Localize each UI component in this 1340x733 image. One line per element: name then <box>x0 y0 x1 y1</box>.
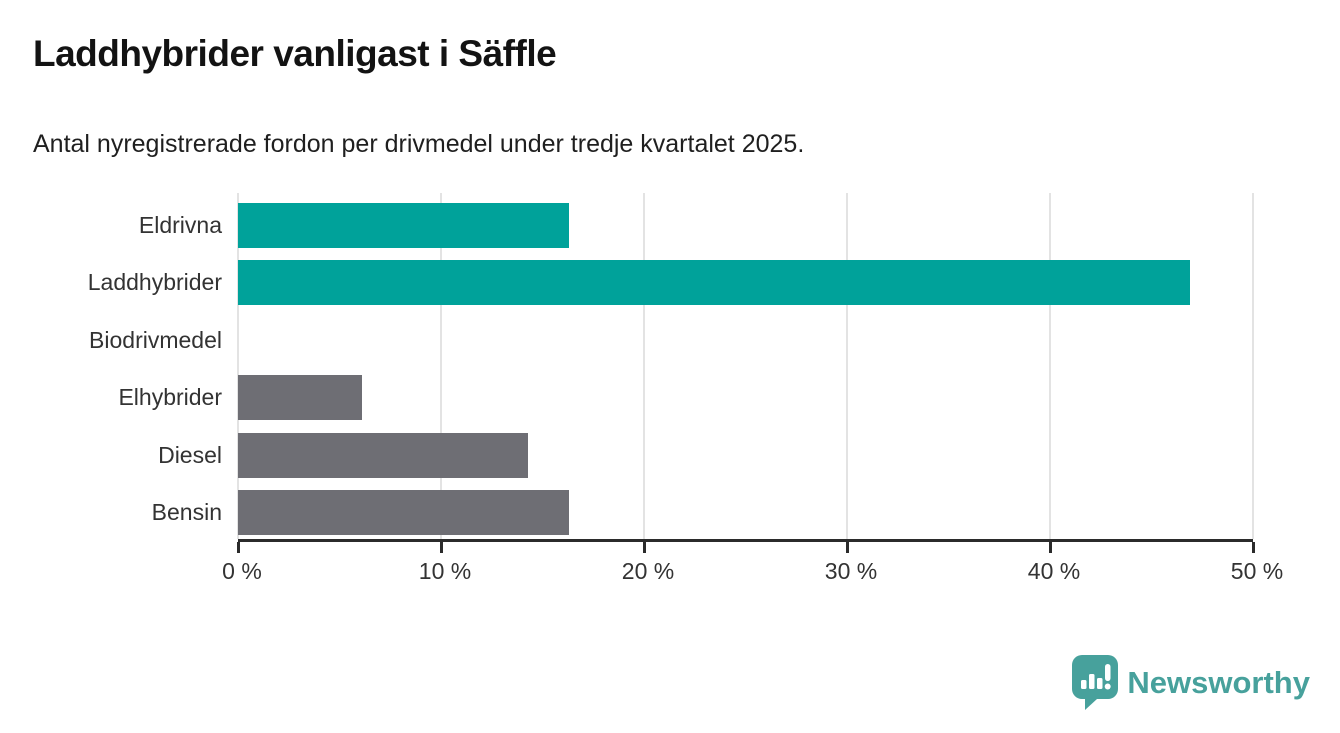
bar <box>238 432 529 478</box>
gridline <box>440 193 442 539</box>
x-tick-label: 10 % <box>418 558 472 584</box>
bar <box>238 260 1191 305</box>
bar <box>238 202 569 248</box>
bar <box>238 490 569 535</box>
x-tick <box>642 542 646 553</box>
x-tick <box>236 542 240 553</box>
gridline <box>643 193 645 539</box>
gridline <box>1049 193 1051 539</box>
x-tick <box>439 542 443 553</box>
x-tick-label: 50 % <box>1230 558 1284 584</box>
x-axis: 0 % 10 % 20 % 30 % 40 % 50 % <box>222 542 1283 602</box>
x-tick-label: 20 % <box>621 558 675 584</box>
x-tick <box>845 542 849 553</box>
gridline <box>1252 193 1254 539</box>
chart-title: Laddhybrider vanligast i Säffle <box>33 33 557 74</box>
category-label: Biodrivmedel <box>89 326 222 353</box>
x-tick <box>1048 542 1052 553</box>
plot-area <box>237 190 1254 542</box>
newsworthy-logo-text: Newsworthy <box>1127 664 1310 700</box>
category-label: Elhybrider <box>118 384 222 410</box>
category-label: Laddhybrider <box>87 269 222 295</box>
gridline <box>237 193 239 539</box>
newsworthy-bar-chart-bubble-icon <box>1072 655 1119 710</box>
speech-bubble-shape <box>1072 655 1119 710</box>
newsworthy-logo: Newsworthy <box>1072 655 1310 710</box>
x-tick-label: 30 % <box>824 558 878 584</box>
x-tick-label: 0 % <box>222 558 262 584</box>
x-tick <box>1251 542 1255 553</box>
x-tick-label: 40 % <box>1027 558 1081 584</box>
category-label: Bensin <box>151 499 222 525</box>
chart-subtitle: Antal nyregistrerade fordon per drivmede… <box>33 130 805 158</box>
bar <box>238 375 362 420</box>
y-axis-category-labels: Eldrivna Laddhybrider Biodrivmedel Elhybrid… <box>0 190 222 542</box>
category-label: Diesel <box>158 441 222 468</box>
category-label: Eldrivna <box>138 211 222 238</box>
gridline <box>846 193 848 539</box>
